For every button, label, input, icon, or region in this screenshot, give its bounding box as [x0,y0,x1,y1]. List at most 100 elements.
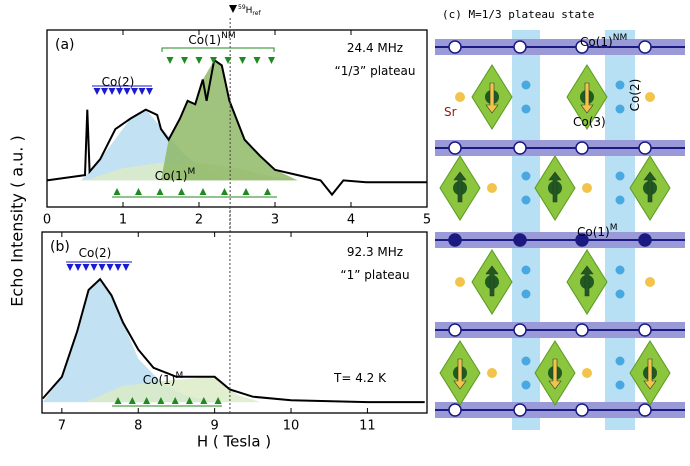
annotation-text: Co(3) [573,115,606,129]
annotation-text: Co(1) [143,373,176,387]
peak-marker [242,188,250,195]
co-site [615,171,625,181]
co1-site [575,141,589,155]
annotation: Co(2) [102,75,135,89]
peak-marker [166,57,174,64]
annotation: Co(1)M [577,223,617,239]
peak-marker [200,397,208,404]
annotation-text: 92.3 MHz [347,245,403,259]
co1-site [638,40,652,54]
x-tick-label: 1 [119,213,127,228]
annotation-sup: NM [613,33,628,43]
peak-marker [143,397,151,404]
x-tick-label: 7 [58,419,66,434]
x-tick-label: 0 [43,213,51,228]
annotation-sup: M [175,371,183,381]
sr-site [582,183,592,193]
annotation-sup: M [610,223,618,233]
plot-frame [41,231,428,414]
co-site [615,104,625,114]
peak-marker [186,397,193,404]
peak-marker [224,57,232,64]
annotation-text: Co(2) [628,79,642,112]
peak-marker [93,88,101,95]
sr-site [582,368,592,378]
peak-marker [214,397,222,404]
annotation: Sr [444,105,457,119]
co1-site [575,403,589,417]
co1-site [513,323,527,337]
sr-site [645,277,655,287]
annotation: Co(1)M [143,371,183,387]
peak-marker [66,264,74,271]
sr-site [645,92,655,102]
peak-marker [128,397,136,404]
area [42,279,215,403]
annotation-text: Co(1) [155,169,188,183]
co1-site [448,323,462,337]
annotation-text: 24.4 MHz [347,41,403,55]
annotation: T= 4.2 K [333,371,387,385]
co1-site [575,233,589,247]
spin-arrow [453,171,467,203]
ref-main: H [246,6,253,16]
peak-marker [82,264,90,271]
co-site [521,104,531,114]
peak-marker [138,88,146,95]
panel-label: (a) [55,37,75,53]
co1-site [638,323,652,337]
co-site [615,80,625,90]
annotation-text: Co(2) [79,246,112,260]
co-site [521,171,531,181]
peak-marker [171,397,179,404]
annotation: Co(1)M [155,167,195,183]
peak-marker [106,264,114,271]
x-tick-label: 2 [195,213,203,228]
spin-arrow [643,358,657,390]
co1-site [448,141,462,155]
peak-marker [113,188,121,195]
annotation: Co(1)NM [580,33,627,49]
peak-marker [199,188,207,195]
x-tick-label: 3 [271,213,279,228]
annotation-text: Co(1) [188,33,221,47]
spin-arrow [485,265,499,297]
plot-frame [46,29,428,208]
x-tick-label: 5 [423,213,431,228]
annotation-text: Co(1) [577,225,610,239]
sr-site [487,183,497,193]
co1-site [513,40,527,54]
spin-arrow [643,171,657,203]
annotation: 92.3 MHz [347,245,403,259]
peak-marker [157,397,165,404]
co1-site [638,141,652,155]
co-site [521,380,531,390]
sr-site [487,368,497,378]
peak-marker [131,88,138,95]
co-site [615,380,625,390]
peak-marker [114,397,122,404]
spectrum-line [46,58,427,197]
annotation-text: “1/3” plateau [335,64,416,78]
annotation-text: Co(2) [102,75,135,89]
peak-marker [178,188,185,195]
spin-arrow [485,82,499,114]
area [161,60,298,181]
peak-marker [210,57,217,64]
annotation: Co(3) [573,115,606,129]
x-tick-label: 8 [134,419,142,434]
co-site [521,356,531,366]
co1-site [448,40,462,54]
diagram-title: (c) M=1/3 plateau state [442,8,594,21]
co1-site [513,403,527,417]
annotation: Co(2) [79,246,112,260]
peak-marker [268,57,275,64]
x-tick-label: 4 [347,213,355,228]
panel-label: (b) [50,239,70,255]
sr-site [455,92,465,102]
ref-label: 59Href [238,4,261,17]
spin-arrow [580,265,594,297]
annotation: 24.4 MHz [347,41,403,55]
